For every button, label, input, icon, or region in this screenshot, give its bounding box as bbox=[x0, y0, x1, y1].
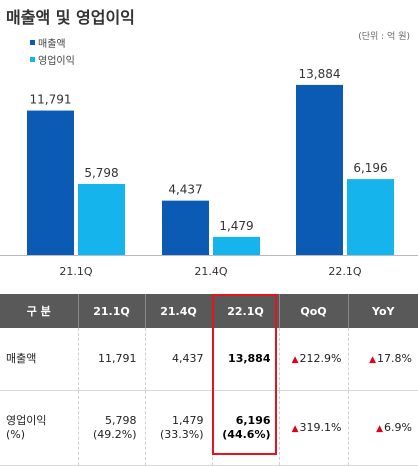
x-tick-label: 21.1Q bbox=[59, 265, 92, 278]
x-tick-label: 22.1Q bbox=[328, 265, 361, 278]
data-label: 13,884 bbox=[299, 67, 341, 81]
unit-label: (단위 : 억 원) bbox=[358, 32, 410, 42]
legend-item-op-income: 영업이익 bbox=[30, 51, 75, 68]
header-yoy: YoY bbox=[348, 294, 418, 328]
row-label-op-income: 영업이익 (%) bbox=[0, 390, 79, 466]
cell-op-22-1q: 6,196 (44.6%) bbox=[212, 390, 280, 466]
up-arrow-icon: ▲ bbox=[291, 354, 299, 365]
legend-label-op-income: 영업이익 bbox=[38, 56, 75, 67]
cell-revenue-22-1q: 13,884 bbox=[212, 328, 280, 391]
data-label: 6,196 bbox=[353, 161, 387, 175]
x-tick-label: 21.4Q bbox=[194, 265, 227, 278]
row-label-revenue: 매출액 bbox=[0, 328, 79, 391]
cell-op-21-1q: 5,798 (49.2%) bbox=[78, 390, 146, 466]
table-row: 영업이익 (%) 5,798 (49.2%) 1,479 (33.3%) 6,196(… bbox=[0, 390, 418, 466]
header-qoq: QoQ bbox=[279, 294, 349, 328]
cell-op-qoq: ▲319.1% bbox=[279, 390, 349, 466]
cell-revenue-yoy: ▲17.8% bbox=[348, 328, 418, 391]
data-label: 5,798 bbox=[84, 166, 118, 180]
up-arrow-icon: ▲ bbox=[369, 354, 377, 365]
table-header-row: 구 분 21.1Q 21.4Q 22.1Q QoQ YoY bbox=[0, 294, 418, 328]
cell-revenue-qoq: ▲212.9% bbox=[279, 328, 349, 391]
bar-op-income-21-4Q bbox=[213, 236, 260, 255]
bar-revenue-21-1Q bbox=[27, 110, 74, 256]
cell-op-21-4q: 1,479 (33.3%) bbox=[145, 390, 213, 466]
legend-swatch-op-income bbox=[30, 57, 35, 62]
header-21-1q: 21.1Q bbox=[78, 294, 146, 328]
bar-revenue-21-4Q bbox=[162, 200, 209, 255]
bar-op-income-21-1Q bbox=[78, 183, 125, 255]
header-category: 구 분 bbox=[0, 294, 79, 328]
cell-op-yoy: ▲6.9% bbox=[348, 390, 418, 466]
header-22-1q: 22.1Q bbox=[212, 294, 280, 328]
up-arrow-icon: ▲ bbox=[291, 423, 299, 434]
cell-revenue-21-1q: 11,791 bbox=[78, 328, 146, 391]
bar-revenue-22-1Q bbox=[296, 84, 343, 256]
bar-chart: 11,791 5,798 21.1Q 4,437 1,479 21.4Q 13,884 6,1… bbox=[0, 67, 418, 278]
cell-revenue-21-4q: 4,437 bbox=[145, 328, 213, 391]
page-title: 매출액 및 영업이익 bbox=[6, 8, 135, 27]
header-21-4q: 21.4Q bbox=[145, 294, 213, 328]
summary-table: 구 분 21.1Q 21.4Q 22.1Q QoQ YoY 매출액 11,791… bbox=[0, 294, 418, 466]
legend-label-revenue: 매출액 bbox=[38, 39, 66, 50]
bar-op-income-22-1Q bbox=[347, 179, 394, 255]
up-arrow-icon: ▲ bbox=[376, 423, 384, 434]
legend-swatch-revenue bbox=[30, 40, 35, 45]
data-label: 4,437 bbox=[168, 183, 202, 197]
data-label: 1,479 bbox=[219, 219, 253, 233]
data-label: 11,791 bbox=[30, 93, 72, 107]
legend-item-revenue: 매출액 bbox=[30, 34, 75, 51]
legend: 매출액 영업이익 bbox=[30, 34, 75, 68]
table-row: 매출액 11,791 4,437 13,884 ▲212.9% ▲17.8% bbox=[0, 328, 418, 391]
